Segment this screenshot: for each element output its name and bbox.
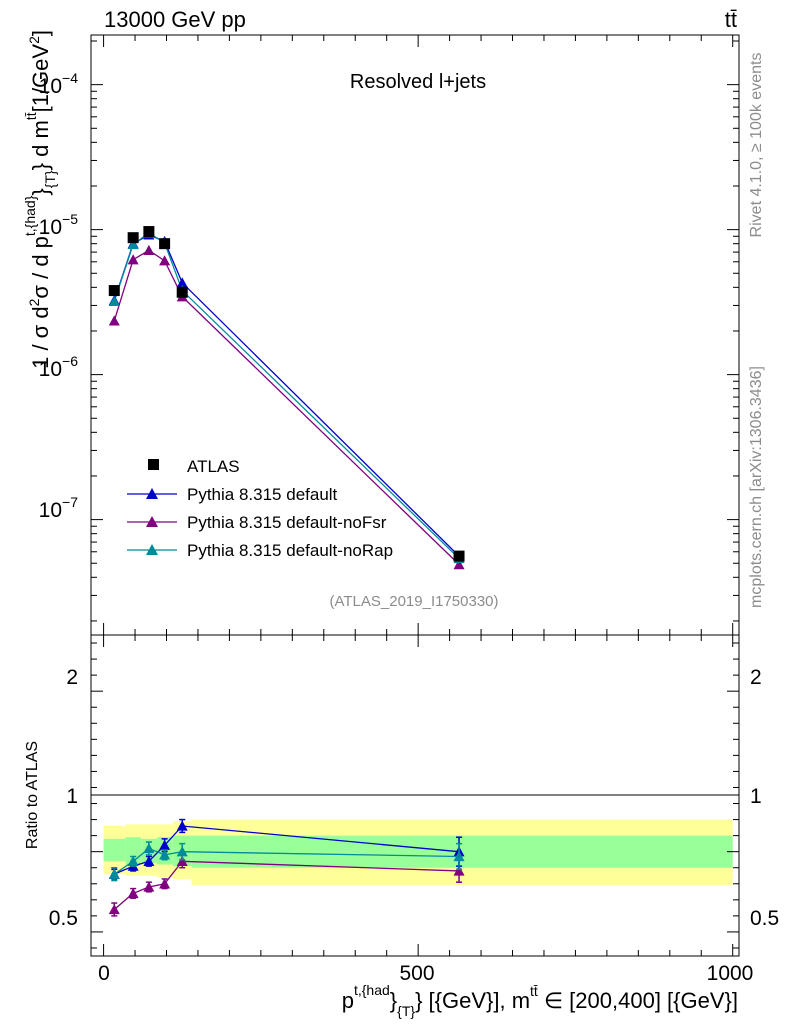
ratio-point-2 xyxy=(176,846,188,857)
xtick-label-1000: 1000 xyxy=(707,962,754,985)
ytick-label-1e-6: 10−6 xyxy=(39,353,79,381)
band-inner xyxy=(191,835,733,868)
ratio-point-1 xyxy=(176,855,188,866)
ratio-point-1 xyxy=(127,887,139,899)
main-point-atlas xyxy=(127,232,139,244)
xtick-label-500: 500 xyxy=(399,962,434,985)
legend-label-nofsr: Pythia 8.315 default-noFsr xyxy=(187,513,387,532)
main-point-2 xyxy=(143,244,155,255)
main-point-atlas xyxy=(143,226,155,238)
main-point-3 xyxy=(108,295,120,307)
main-point-3 xyxy=(127,238,139,250)
main-line-2 xyxy=(113,249,460,565)
main-ylabel: 1 / σ d2σ / d pt,{had}}{T}} d mtt̄[1/GeV… xyxy=(22,30,58,369)
legend-marker-nofsr xyxy=(146,516,158,527)
ratio-point-2 xyxy=(453,850,465,862)
main-point-atlas xyxy=(453,550,465,562)
main-panel: Resolved l+jets (ATLAS_2019_I1750330) 10… xyxy=(22,30,740,636)
legend-marker-norap xyxy=(146,544,158,555)
legend-marker-atlas xyxy=(148,459,159,470)
ratio-ytick-05-right: 0.5 xyxy=(750,907,779,930)
ytick-label-1e-5: 10−5 xyxy=(39,211,79,239)
main-line-3 xyxy=(113,232,460,559)
xaxis-label: pt,{had}{T}} [{GeV}], mtt̄ ∈ [200,400] [… xyxy=(342,982,738,1019)
main-point-2 xyxy=(127,254,139,265)
ratio-point-1 xyxy=(453,865,465,876)
ratio-point-0 xyxy=(159,839,171,850)
ratio-ylabel: Ratio to ATLAS xyxy=(24,741,41,849)
band-inner xyxy=(103,838,126,862)
analysis-watermark: (ATLAS_2019_I1750330) xyxy=(329,593,498,610)
ratio-point-2 xyxy=(143,842,155,854)
process-label: tt̄ xyxy=(725,7,737,32)
ratio-axis-ticks xyxy=(91,635,739,956)
legend-label-norap: Pythia 8.315 default-noRap xyxy=(187,541,393,560)
ratio-ytick-2-right: 2 xyxy=(750,666,762,689)
plot-title: Resolved l+jets xyxy=(350,71,486,93)
main-point-atlas xyxy=(159,238,171,250)
ratio-point-2 xyxy=(159,849,171,860)
ratio-point-2 xyxy=(108,868,120,879)
main-point-atlas xyxy=(176,286,188,298)
main-axis-ticks xyxy=(91,35,739,635)
ratio-point-1 xyxy=(143,881,155,892)
xtick-label-0: 0 xyxy=(98,962,110,985)
ytick-label-1e-7: 10−7 xyxy=(39,494,79,522)
ratio-ytick-1-left: 1 xyxy=(66,785,78,808)
ratio-frame xyxy=(90,634,740,957)
main-point-atlas xyxy=(108,285,120,297)
ytick-label-1e-4: 10−4 xyxy=(39,70,79,98)
ratio-point-1 xyxy=(108,903,120,915)
uncertainty-bands xyxy=(103,819,733,886)
main-point-2 xyxy=(159,255,171,266)
ratio-panel: 2 1 0.5 2 1 0.5 Ratio to ATLAS 0 500 100… xyxy=(24,634,779,1019)
main-series-layer xyxy=(108,226,465,570)
ratio-series-layer xyxy=(108,818,465,917)
legend-label-atlas: ATLAS xyxy=(187,457,240,476)
ratio-point-0 xyxy=(143,855,155,866)
legend-label-default: Pythia 8.315 default xyxy=(187,485,338,504)
ratio-point-1 xyxy=(159,878,171,889)
ratio-ytick-1-right: 1 xyxy=(750,785,762,808)
ratio-point-0 xyxy=(176,820,188,831)
ratio-ytick-2-left: 2 xyxy=(66,666,78,689)
main-point-2 xyxy=(108,315,120,326)
main-point-1 xyxy=(176,277,188,288)
legend: ATLAS Pythia 8.315 default Pythia 8.315 … xyxy=(127,457,393,560)
ratio-point-2 xyxy=(127,855,139,866)
energy-label: 13000 GeV pp xyxy=(104,7,246,32)
legend-marker-default xyxy=(146,488,158,499)
rivet-label: Rivet 4.1.0, ≥ 100k events xyxy=(748,53,765,238)
mcplots-label: mcplots.cern.ch [arXiv:1306.3436] xyxy=(748,366,765,608)
ratio-ytick-05-left: 0.5 xyxy=(49,907,78,930)
main-point-2 xyxy=(453,559,465,570)
